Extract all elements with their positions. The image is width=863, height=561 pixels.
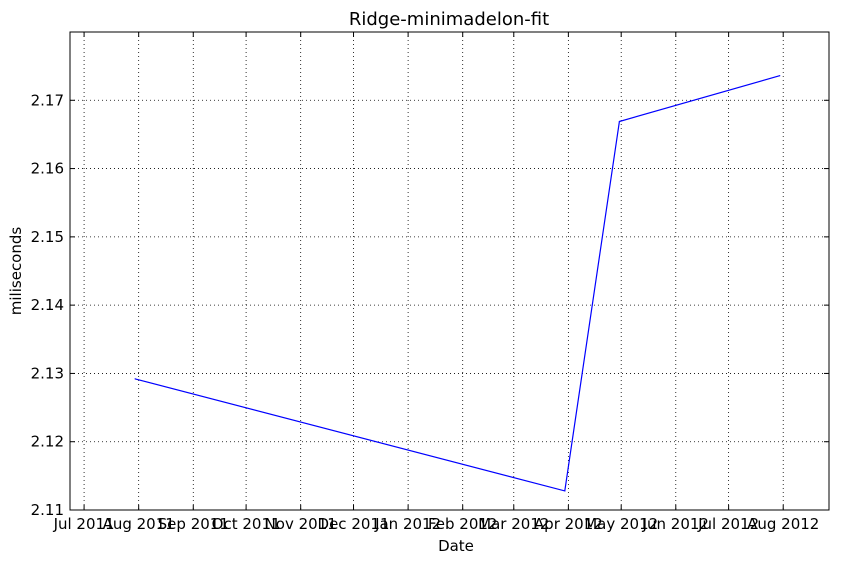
data-point — [618, 120, 621, 123]
y-tick-label: 2.11 — [31, 501, 64, 519]
data-point — [779, 75, 781, 77]
data-point — [564, 490, 566, 492]
x-tick-label: Aug 2012 — [747, 515, 819, 533]
x-tick-label: Jun 2012 — [642, 515, 709, 533]
x-axis-label: Date — [438, 537, 474, 555]
x-tick-label: Feb 2012 — [428, 515, 498, 533]
x-tick-label: Nov 2011 — [265, 515, 337, 533]
y-tick-label: 2.15 — [31, 228, 64, 246]
x-tick-label: Dec 2011 — [318, 515, 390, 533]
plot-frame — [69, 31, 830, 511]
series-line — [135, 75, 780, 492]
y-tick-label: 2.14 — [31, 296, 64, 314]
chart-title: Ridge-minimadelon-fit — [349, 9, 549, 30]
y-tick-label: 2.13 — [31, 364, 64, 382]
x-tick-label: Oct 2011 — [212, 515, 281, 533]
y-tick-label: 2.12 — [31, 433, 64, 451]
x-tick-label: Jan 2012 — [374, 515, 441, 533]
x-tick-label: Aug 2011 — [103, 515, 175, 533]
x-tick-label: Sep 2011 — [158, 515, 229, 533]
x-tick-label: May 2012 — [584, 515, 658, 533]
x-tick-label: Jul 2012 — [697, 515, 759, 533]
y-axis-label: miliseconds — [7, 227, 25, 316]
x-tick-label: Apr 2012 — [534, 515, 603, 533]
x-tick-label: Jul 2011 — [53, 515, 115, 533]
data-point — [134, 378, 136, 380]
y-tick-label: 2.17 — [31, 91, 64, 109]
x-tick-label: Mar 2012 — [478, 515, 549, 533]
series-layer — [134, 75, 781, 492]
y-tick-label: 2.16 — [31, 160, 64, 178]
